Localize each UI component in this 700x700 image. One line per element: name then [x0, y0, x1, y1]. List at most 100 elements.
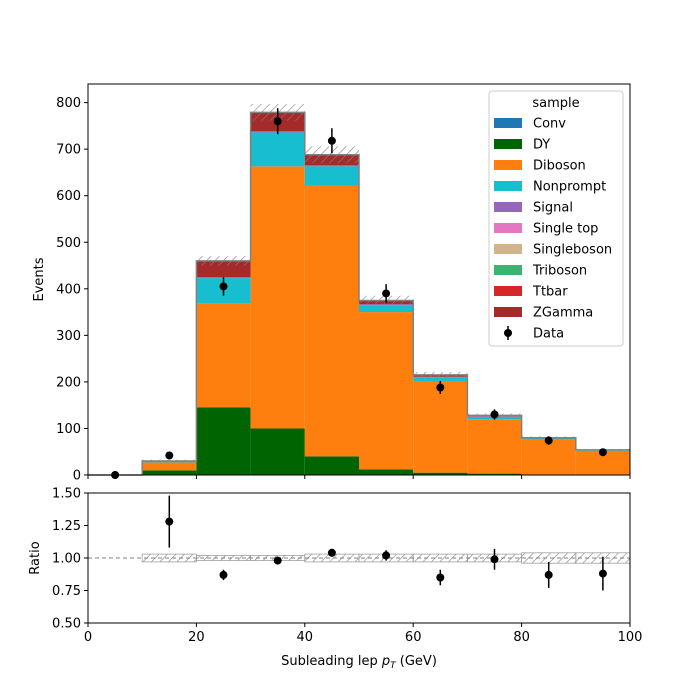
y-tick-label: 700	[56, 143, 81, 158]
legend-label: Nonprompt	[533, 180, 606, 195]
ratio-point	[273, 556, 282, 565]
x-axis-label-main: Subleading lep	[281, 654, 382, 669]
bar-diboson	[413, 380, 468, 473]
ratio-y-tick-label: 1.25	[52, 519, 81, 534]
x-tick-label: 0	[84, 630, 92, 645]
main-x-ticks	[87, 475, 631, 479]
bar-diboson	[521, 439, 576, 475]
x-tick-label: 60	[405, 630, 422, 645]
legend-swatch	[494, 223, 522, 233]
x-tick-label: 80	[513, 630, 530, 645]
main-plot-frame	[87, 83, 631, 476]
bar-nonprompt	[359, 305, 414, 313]
data-point	[219, 282, 228, 291]
main-plot-panel: 0 100 200 300 400 500 600 700 800 Events	[32, 83, 631, 484]
y-tick-label: 400	[56, 282, 81, 297]
legend-swatch	[494, 181, 522, 191]
ratio-y-tick-label: 0.75	[52, 584, 81, 599]
x-axis-label-unit: (GeV)	[396, 654, 437, 669]
legend-label: ZGamma	[533, 306, 593, 321]
legend-label-data: Data	[533, 327, 564, 342]
mc-total-outline	[88, 111, 630, 476]
legend: sample Conv DY Diboson Nonprompt Signal Singl…	[488, 90, 624, 347]
data-point	[382, 289, 391, 298]
legend-box	[488, 90, 624, 347]
x-tick-label: 100	[618, 630, 643, 645]
stacked-bars	[142, 112, 630, 475]
ratio-point	[382, 551, 391, 560]
bar-dy	[413, 472, 468, 475]
y-axis-label: Events	[32, 257, 47, 301]
bar-diboson	[304, 185, 359, 457]
legend-swatch	[494, 139, 522, 149]
bar-diboson	[467, 419, 522, 474]
legend-label: Ttbar	[532, 285, 568, 300]
x-tick-label: 20	[188, 630, 205, 645]
ratio-point	[219, 570, 228, 579]
legend-label: Conv	[533, 117, 566, 132]
data-point	[598, 448, 607, 457]
ratio-y-tick-label: 1.00	[52, 552, 81, 567]
y-tick-label: 800	[56, 96, 81, 111]
bar-dy	[250, 428, 305, 475]
ratio-y-tick-label: 0.50	[52, 617, 81, 632]
y-tick-label: 0	[73, 469, 81, 484]
ratio-y-axis-label: Ratio	[28, 541, 43, 574]
legend-label: Signal	[533, 201, 573, 216]
legend-label: DY	[533, 138, 550, 153]
bar-diboson	[196, 303, 251, 408]
y-tick-label: 100	[56, 422, 81, 437]
bar-diboson	[359, 312, 414, 470]
data-point	[490, 410, 499, 419]
x-axis-label-sub: T	[390, 661, 397, 671]
legend-swatch	[494, 265, 522, 275]
ratio-y-tick-label: 1.50	[52, 487, 81, 502]
bar-nonprompt	[250, 132, 305, 167]
ratio-point	[327, 548, 336, 557]
legend-label: Singleboson	[533, 243, 612, 258]
y-tick-label: 500	[56, 236, 81, 251]
legend-title: sample	[532, 96, 579, 111]
bar-dy	[359, 469, 414, 475]
bar-signal	[304, 164, 359, 167]
legend-label: Diboson	[533, 159, 586, 174]
y-tick-label: 600	[56, 189, 81, 204]
data-points	[111, 108, 607, 479]
legend-label: Triboson	[532, 264, 587, 279]
bar-diboson	[250, 166, 305, 429]
mc-total-step-line	[88, 111, 630, 476]
x-tick-label: 40	[297, 630, 314, 645]
ratio-points	[165, 495, 607, 591]
bar-dy	[304, 456, 359, 475]
legend-swatch	[494, 244, 522, 254]
legend-items: Conv DY Diboson Nonprompt Signal Single top Si…	[494, 117, 612, 342]
bar-dy	[142, 470, 197, 475]
data-point	[165, 451, 174, 460]
x-axis-label: Subleading lep pT (GeV)	[281, 654, 437, 671]
ratio-y-ticks: 0.50 0.75 1.00 1.25 1.50	[52, 487, 88, 632]
data-point	[436, 383, 445, 392]
main-y-ticks: 0 100 200 300 400 500 600 700 800	[56, 96, 88, 484]
data-point	[544, 436, 553, 445]
ratio-point	[165, 517, 174, 526]
legend-swatch	[494, 118, 522, 128]
legend-data-marker	[504, 329, 512, 337]
y-tick-label: 200	[56, 375, 81, 390]
ratio-point	[544, 570, 553, 579]
ratio-point	[490, 555, 499, 564]
data-point	[273, 117, 282, 126]
legend-swatch	[494, 286, 522, 296]
ratio-x-ticks: 0 20 40 60 80 100	[84, 623, 643, 645]
bar-nonprompt	[413, 377, 468, 381]
ratio-point	[436, 573, 445, 582]
data-point	[327, 136, 336, 145]
x-axis-label-math: p	[381, 654, 390, 669]
ratio-plot-panel: 0.500.751.001.251.50 0 20 40 60 80 100 Ratio …	[28, 487, 642, 672]
legend-swatch	[494, 160, 522, 170]
legend-swatch	[494, 307, 522, 317]
legend-label: Single top	[533, 222, 598, 237]
ratio-point	[598, 569, 607, 578]
bar-nonprompt	[304, 166, 359, 186]
bar-dy	[196, 407, 251, 475]
